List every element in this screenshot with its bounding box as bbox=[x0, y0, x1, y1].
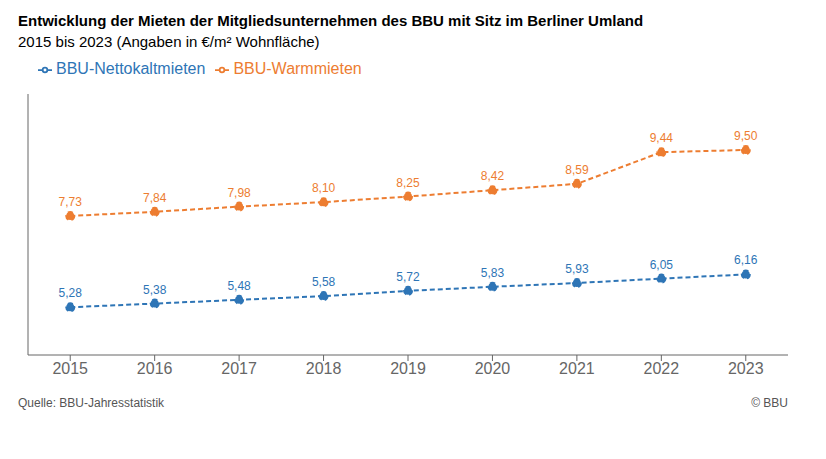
svg-text:2023: 2023 bbox=[728, 360, 764, 377]
svg-text:5,38: 5,38 bbox=[143, 283, 167, 297]
svg-text:8,10: 8,10 bbox=[312, 181, 336, 195]
svg-text:2017: 2017 bbox=[221, 360, 257, 377]
svg-text:2015: 2015 bbox=[52, 360, 88, 377]
html-text:2015 bis 2023 (Angaben in €/m²: 2015 bis 2023 (Angaben in €/m² Wohnfläch… bbox=[18, 33, 320, 50]
svg-text:5,83: 5,83 bbox=[481, 266, 505, 280]
html-text:BBU-Warmmieten: BBU-Warmmieten bbox=[233, 60, 362, 77]
svg-text:9,50: 9,50 bbox=[734, 129, 758, 143]
svg-text:8,59: 8,59 bbox=[565, 163, 589, 177]
html-text:Entwicklung der Mieten der Mit: Entwicklung der Mieten der Mitgliedsunte… bbox=[18, 12, 644, 29]
svg-text:5,93: 5,93 bbox=[565, 262, 589, 276]
svg-text:2019: 2019 bbox=[390, 360, 426, 377]
svg-text:5,58: 5,58 bbox=[312, 275, 336, 289]
svg-text:6,05: 6,05 bbox=[650, 258, 674, 272]
svg-text:2016: 2016 bbox=[137, 360, 173, 377]
svg-text:5,28: 5,28 bbox=[59, 286, 83, 300]
html-text:BBU-Nettokaltmieten: BBU-Nettokaltmieten bbox=[56, 60, 206, 77]
svg-text:7,98: 7,98 bbox=[227, 186, 251, 200]
svg-text:2018: 2018 bbox=[306, 360, 342, 377]
svg-text:2020: 2020 bbox=[475, 360, 511, 377]
svg-text:8,42: 8,42 bbox=[481, 169, 505, 183]
svg-text:7,84: 7,84 bbox=[143, 191, 167, 205]
svg-text:7,73: 7,73 bbox=[59, 195, 83, 209]
html-text:© BBU: © BBU bbox=[751, 396, 788, 410]
svg-text:5,48: 5,48 bbox=[227, 279, 251, 293]
svg-text:2021: 2021 bbox=[559, 360, 595, 377]
svg-text:9,44: 9,44 bbox=[650, 131, 674, 145]
svg-text:2022: 2022 bbox=[644, 360, 680, 377]
svg-text:8,25: 8,25 bbox=[396, 176, 420, 190]
svg-text:5,72: 5,72 bbox=[396, 270, 420, 284]
html-text:Quelle: BBU-Jahresstatistik: Quelle: BBU-Jahresstatistik bbox=[18, 396, 165, 410]
svg-text:6,16: 6,16 bbox=[734, 253, 758, 267]
